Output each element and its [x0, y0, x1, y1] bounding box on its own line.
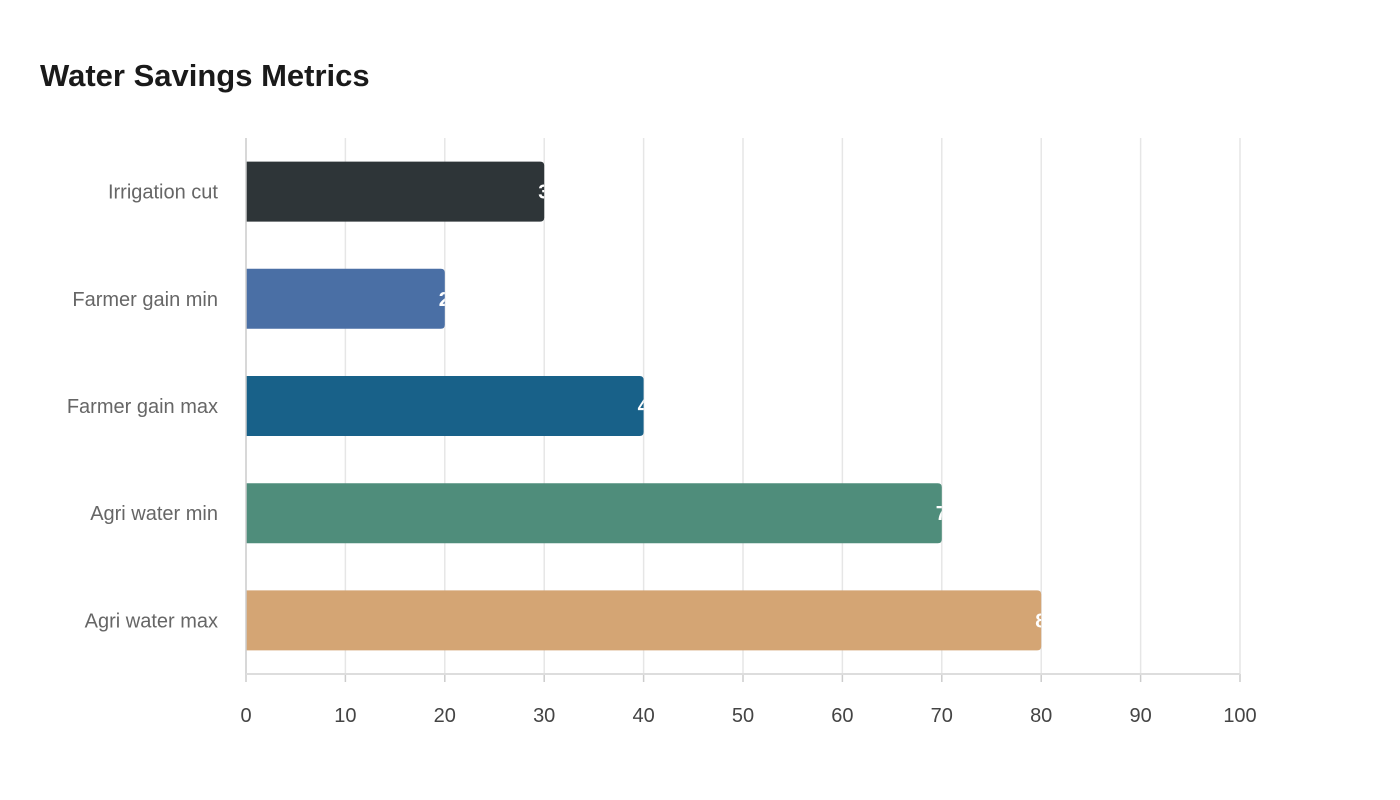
x-tick-label: 40: [632, 705, 654, 727]
category-label: Farmer gain max: [67, 396, 218, 418]
x-tick-label: 60: [831, 705, 853, 727]
bar: [246, 483, 942, 544]
x-tick-labels: 0 10 20 30 40 50 60 70 80 90 100: [240, 705, 1256, 727]
x-tick-label: 30: [533, 705, 555, 727]
category-labels: Irrigation cut Farmer gain min Farmer gain…: [67, 182, 219, 633]
axes: [245, 138, 1241, 682]
x-tick-label: 70: [931, 705, 953, 727]
x-tick-label: 50: [732, 705, 754, 727]
x-tick-label: 90: [1129, 705, 1151, 727]
bars: 30 20 40 70 80: [246, 161, 1057, 651]
bar-value-label: 80: [1035, 610, 1057, 632]
bar: [246, 268, 445, 329]
bar-value-label: 70: [936, 503, 958, 525]
x-tick-label: 80: [1030, 705, 1052, 727]
x-tick-label: 20: [434, 705, 456, 727]
bar-value-label: 20: [439, 289, 461, 311]
x-tick-label: 100: [1223, 705, 1256, 727]
x-tick-label: 0: [240, 705, 251, 727]
x-tick-label: 10: [334, 705, 356, 727]
category-label: Farmer gain min: [72, 289, 218, 311]
category-label: Agri water max: [85, 610, 218, 632]
bar-value-label: 30: [538, 182, 560, 204]
bar: [246, 376, 644, 436]
category-label: Irrigation cut: [108, 182, 218, 204]
category-label: Agri water min: [90, 503, 218, 525]
bar: [246, 590, 1042, 651]
bar: [246, 161, 545, 222]
chart-title: Water Savings Metrics: [40, 58, 370, 93]
bar-value-label: 40: [638, 396, 660, 418]
